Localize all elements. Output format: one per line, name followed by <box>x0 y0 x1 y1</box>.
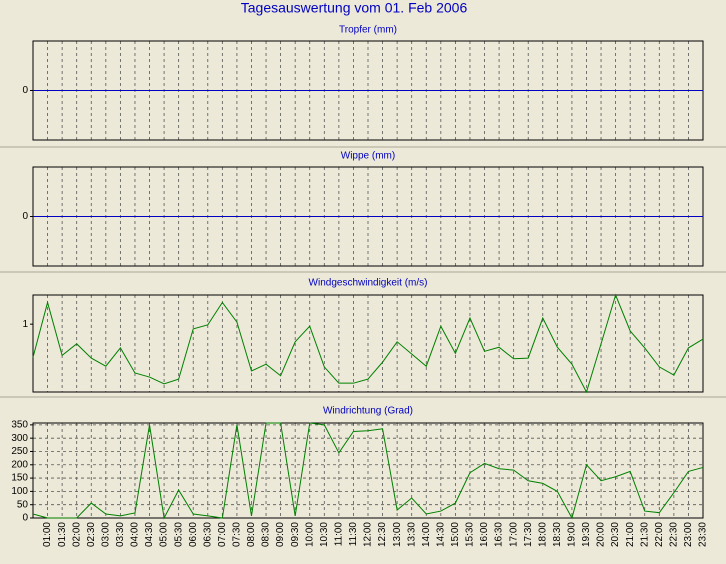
y-tick-label: 300 <box>11 433 28 444</box>
x-tick-label: 16:00 <box>479 522 490 547</box>
x-tick-label: 08:30 <box>261 522 272 547</box>
x-tick-label: 21:30 <box>639 522 650 547</box>
panel-title: Windrichtung (Grad) <box>323 406 413 417</box>
x-tick-label: 01:30 <box>57 522 68 547</box>
x-tick-label: 03:30 <box>115 522 126 547</box>
x-tick-label: 19:30 <box>581 522 592 547</box>
y-tick-label: 1 <box>22 319 28 330</box>
panel-title: Windgeschwindigkeit (m/s) <box>309 278 428 289</box>
x-tick-label: 11:30 <box>348 522 359 547</box>
x-tick-label: 06:30 <box>202 522 213 547</box>
y-tick-label: 100 <box>11 486 28 497</box>
data-line <box>32 422 704 520</box>
x-tick-label: 12:30 <box>377 522 388 547</box>
x-tick-label: 13:00 <box>392 522 403 547</box>
x-tick-label: 10:30 <box>319 522 330 547</box>
x-tick-label: 04:00 <box>130 522 141 547</box>
x-tick-label: 10:00 <box>304 522 315 547</box>
y-tick-label: 150 <box>11 473 28 484</box>
x-tick-label: 15:00 <box>450 522 461 547</box>
x-tick-label: 01:00 <box>42 522 53 547</box>
plot-frame <box>32 422 704 519</box>
x-tick-label: 14:00 <box>421 522 432 547</box>
x-tick-label: 14:30 <box>435 522 446 547</box>
page-title: Tagesauswertung vom 01. Feb 2006 <box>241 0 468 16</box>
x-tick-label: 15:30 <box>465 522 476 547</box>
x-tick-label: 06:00 <box>188 522 199 547</box>
panel-title: Wippe (mm) <box>341 151 395 162</box>
x-tick-label: 07:30 <box>232 522 243 547</box>
y-tick-label: 0 <box>22 211 28 222</box>
y-tick-label: 0 <box>22 513 28 524</box>
x-tick-label: 04:30 <box>144 522 155 547</box>
x-tick-label: 18:30 <box>552 522 563 547</box>
y-tick-label: 50 <box>17 499 29 510</box>
x-tick-label: 17:00 <box>508 522 519 547</box>
x-tick-label: 20:30 <box>610 522 621 547</box>
x-tick-label: 02:00 <box>71 522 82 547</box>
data-line <box>32 293 704 394</box>
panel-title: Tropfer (mm) <box>339 25 397 36</box>
y-tick-label: 250 <box>11 446 28 457</box>
x-tick-label: 19:00 <box>567 522 578 547</box>
x-tick-label: 07:00 <box>217 522 228 547</box>
x-tick-label: 18:00 <box>537 522 548 547</box>
x-tick-label: 23:30 <box>698 522 709 547</box>
x-tick-label: 08:00 <box>246 522 257 547</box>
x-tick-label: 09:00 <box>275 522 286 547</box>
x-tick-label: 05:30 <box>173 522 184 547</box>
x-tick-label: 13:30 <box>406 522 417 547</box>
x-tick-label: 11:00 <box>334 522 345 547</box>
plot-frame <box>32 294 704 393</box>
x-tick-label: 23:00 <box>683 522 694 547</box>
x-tick-label: 05:00 <box>159 522 170 547</box>
x-tick-label: 12:00 <box>363 522 374 547</box>
x-tick-label: 03:00 <box>100 522 111 547</box>
y-tick-label: 0 <box>22 85 28 96</box>
y-tick-label: 350 <box>11 420 28 431</box>
y-tick-label: 200 <box>11 459 28 470</box>
x-tick-label: 22:30 <box>669 522 680 547</box>
x-tick-label: 09:30 <box>290 522 301 547</box>
x-tick-label: 20:00 <box>596 522 607 547</box>
x-tick-label: 16:30 <box>494 522 505 547</box>
x-tick-label: 21:00 <box>625 522 636 547</box>
x-tick-label: 02:30 <box>86 522 97 547</box>
x-tick-label: 22:00 <box>654 522 665 547</box>
x-tick-label: 17:30 <box>523 522 534 547</box>
